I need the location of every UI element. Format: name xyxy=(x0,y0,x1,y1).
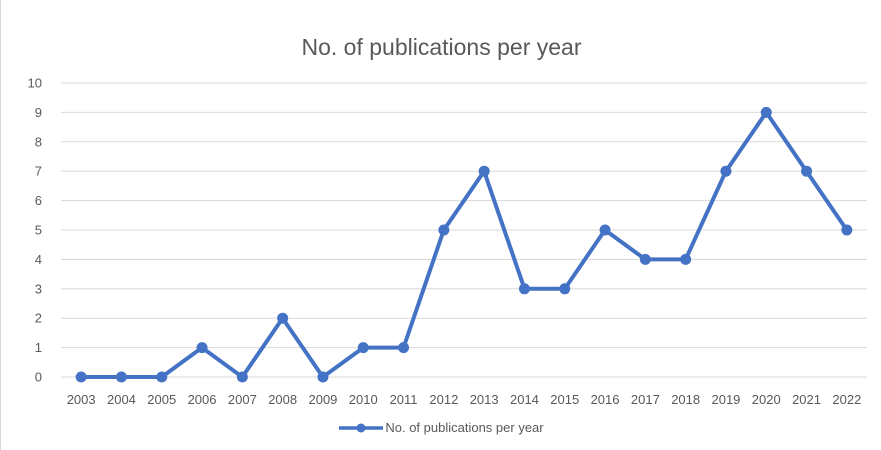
legend: No. of publications per year xyxy=(1,420,881,435)
x-tick-label: 2010 xyxy=(349,392,378,407)
data-point-2003 xyxy=(75,371,87,383)
x-tick-label: 2007 xyxy=(228,392,257,407)
y-axis-ticks: 0 1 2 3 4 5 6 7 8 9 10 xyxy=(28,76,42,385)
x-tick-label: 2004 xyxy=(107,392,136,407)
data-point-2014 xyxy=(518,283,530,295)
y-tick-label: 0 xyxy=(35,370,42,385)
data-point-2010 xyxy=(357,342,369,354)
data-point-2012 xyxy=(438,224,450,236)
x-tick-label: 2019 xyxy=(711,392,740,407)
x-tick-label: 2008 xyxy=(268,392,297,407)
data-point-2008 xyxy=(277,312,289,324)
x-tick-label: 2017 xyxy=(631,392,660,407)
chart-title: No. of publications per year xyxy=(301,34,582,60)
legend-swatch xyxy=(339,423,384,432)
series-line xyxy=(79,110,849,379)
data-point-2020 xyxy=(760,106,772,118)
legend-label: No. of publications per year xyxy=(385,420,544,435)
y-tick-label: 6 xyxy=(35,193,42,208)
data-point-2015 xyxy=(559,283,571,295)
data-point-2007 xyxy=(236,371,248,383)
x-tick-label: 2018 xyxy=(671,392,700,407)
x-tick-label: 2006 xyxy=(188,392,217,407)
x-tick-label: 2014 xyxy=(510,392,539,407)
data-point-2006 xyxy=(196,342,208,354)
x-tick-label: 2012 xyxy=(429,392,458,407)
data-point-2004 xyxy=(115,371,127,383)
y-tick-label: 10 xyxy=(28,76,42,91)
y-tick-label: 5 xyxy=(35,223,42,238)
data-point-2019 xyxy=(720,165,732,177)
x-tick-label: 2011 xyxy=(390,392,418,407)
y-tick-label: 4 xyxy=(35,252,42,267)
data-point-2018 xyxy=(680,253,692,265)
x-tick-label: 2021 xyxy=(792,392,821,407)
data-point-2021 xyxy=(801,165,813,177)
x-tick-label: 2009 xyxy=(308,392,337,407)
y-tick-label: 7 xyxy=(35,164,42,179)
data-point-2016 xyxy=(599,224,611,236)
x-tick-label: 2005 xyxy=(147,392,176,407)
x-tick-label: 2003 xyxy=(67,392,96,407)
x-tick-label: 2015 xyxy=(550,392,579,407)
data-point-2011 xyxy=(398,342,410,354)
gridlines xyxy=(61,82,867,378)
x-axis-ticks: 2003 2004 2005 2006 2007 2008 2009 2010 2011 2012… xyxy=(67,392,862,407)
data-point-2005 xyxy=(156,371,168,383)
x-tick-label: 2016 xyxy=(591,392,620,407)
data-point-2009 xyxy=(317,371,329,383)
x-tick-label: 2020 xyxy=(752,392,781,407)
x-tick-label: 2013 xyxy=(470,392,499,407)
y-tick-label: 3 xyxy=(35,281,42,296)
y-tick-label: 9 xyxy=(35,105,42,120)
y-tick-label: 1 xyxy=(35,340,42,355)
data-point-2013 xyxy=(478,165,490,177)
y-tick-label: 2 xyxy=(35,311,42,326)
x-tick-label: 2022 xyxy=(832,392,861,407)
data-point-2017 xyxy=(639,253,651,265)
data-point-2022 xyxy=(841,224,853,236)
y-tick-label: 8 xyxy=(35,134,42,149)
series-layer xyxy=(75,106,853,383)
